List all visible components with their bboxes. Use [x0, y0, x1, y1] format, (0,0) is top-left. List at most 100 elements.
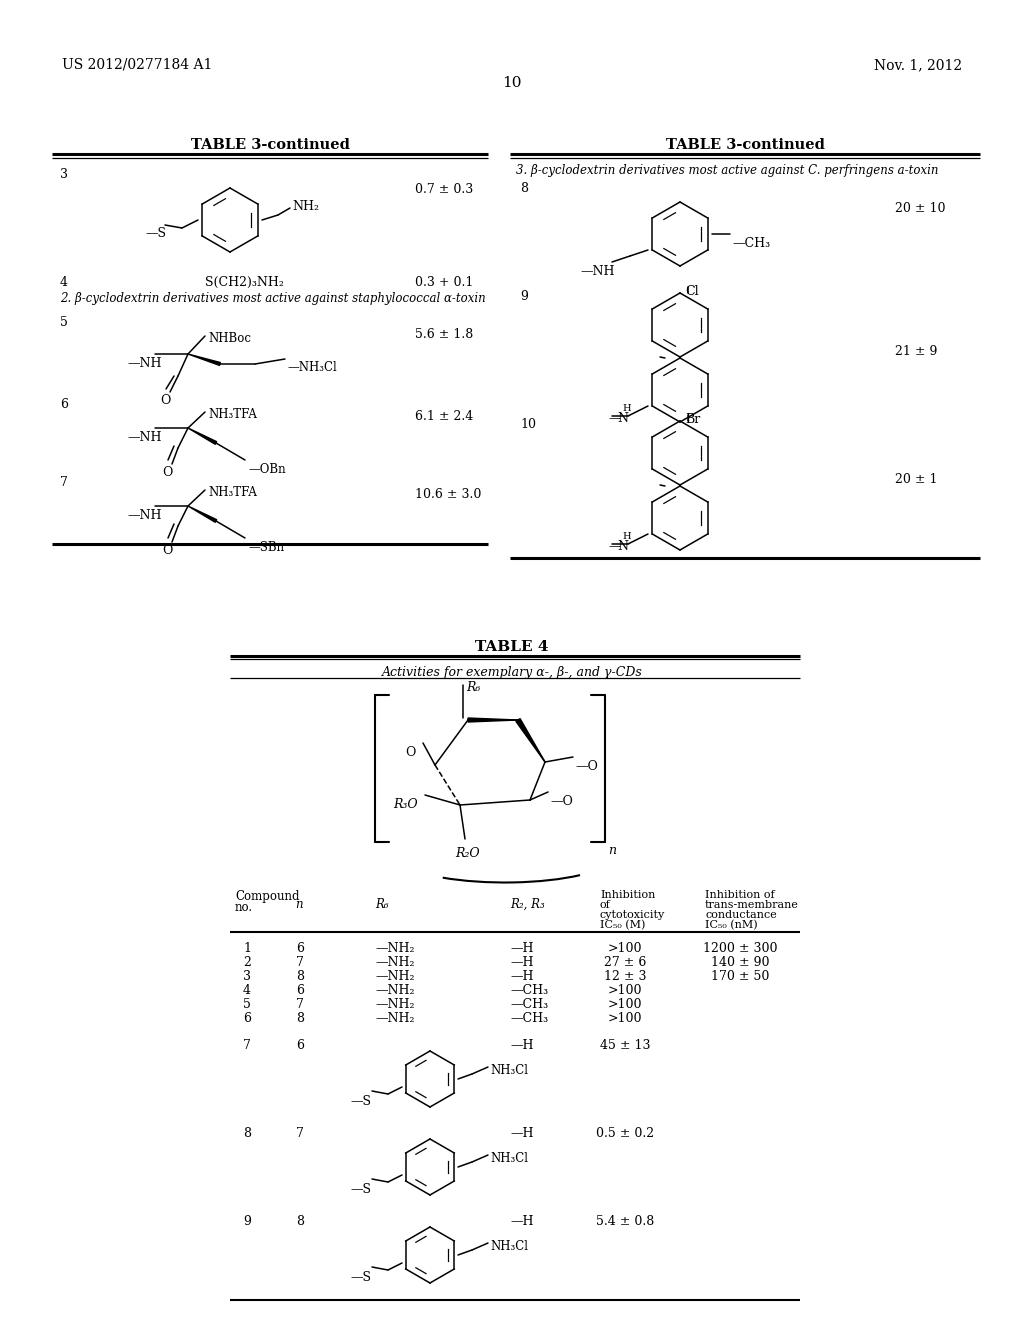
Text: —NH₂: —NH₂	[375, 983, 415, 997]
Text: NH₃Cl: NH₃Cl	[490, 1152, 528, 1166]
Text: no.: no.	[234, 902, 253, 913]
Text: O: O	[162, 466, 172, 479]
Text: Compound: Compound	[234, 890, 299, 903]
Polygon shape	[468, 718, 518, 722]
Text: 0.5 ± 0.2: 0.5 ± 0.2	[596, 1127, 654, 1140]
Text: n: n	[608, 843, 616, 857]
Text: 7: 7	[60, 477, 68, 488]
Text: 8: 8	[520, 182, 528, 195]
Polygon shape	[516, 718, 545, 762]
Text: —NH: —NH	[580, 265, 614, 279]
Text: 9: 9	[243, 1214, 251, 1228]
Text: TABLE 3-continued: TABLE 3-continued	[190, 139, 349, 152]
Text: 4: 4	[243, 983, 251, 997]
Text: US 2012/0277184 A1: US 2012/0277184 A1	[62, 58, 212, 73]
Text: —S: —S	[350, 1096, 371, 1107]
Text: Inhibition: Inhibition	[600, 890, 655, 900]
Text: —H: —H	[510, 1039, 534, 1052]
Text: 0.7 ± 0.3: 0.7 ± 0.3	[415, 183, 473, 195]
Text: >100: >100	[608, 942, 642, 954]
Text: 6: 6	[60, 399, 68, 411]
Text: 45 ± 13: 45 ± 13	[600, 1039, 650, 1052]
Text: O: O	[162, 544, 172, 557]
Text: 5: 5	[243, 998, 251, 1011]
Text: Br: Br	[685, 413, 700, 426]
Text: —NH₂: —NH₂	[375, 942, 415, 954]
Text: 3. β-cyclodextrin derivatives most active against C. perfringens a-toxin: 3. β-cyclodextrin derivatives most activ…	[516, 164, 939, 177]
Text: R₆: R₆	[466, 681, 480, 694]
Text: —: —	[608, 540, 621, 553]
Text: 8: 8	[243, 1127, 251, 1140]
Text: 0.3 + 0.1: 0.3 + 0.1	[415, 276, 473, 289]
Text: 5.4 ± 0.8: 5.4 ± 0.8	[596, 1214, 654, 1228]
Text: —NH: —NH	[127, 510, 162, 521]
Text: NH₃TFA: NH₃TFA	[208, 408, 257, 421]
Text: —S: —S	[145, 227, 166, 240]
Text: 27 ± 6: 27 ± 6	[604, 956, 646, 969]
Text: H: H	[622, 404, 631, 413]
Text: N: N	[617, 540, 628, 553]
Text: —NH₂: —NH₂	[375, 970, 415, 983]
Text: 10.6 ± 3.0: 10.6 ± 3.0	[415, 488, 481, 502]
Text: trans-membrane: trans-membrane	[705, 900, 799, 909]
Text: —S: —S	[350, 1271, 371, 1284]
Text: R₂, R₃: R₂, R₃	[510, 898, 545, 911]
Text: —NH: —NH	[127, 356, 162, 370]
Text: 4: 4	[60, 276, 68, 289]
Text: —H: —H	[510, 942, 534, 954]
Text: —S: —S	[350, 1183, 371, 1196]
Text: —H: —H	[510, 1127, 534, 1140]
Text: conductance: conductance	[705, 909, 777, 920]
Text: >100: >100	[608, 998, 642, 1011]
Text: O: O	[160, 393, 170, 407]
Text: >100: >100	[608, 983, 642, 997]
Text: cytotoxicity: cytotoxicity	[600, 909, 666, 920]
Text: —NH₂: —NH₂	[375, 956, 415, 969]
Text: —OBn: —OBn	[248, 463, 286, 477]
Text: 21 ± 9: 21 ± 9	[895, 345, 937, 358]
Text: —NH: —NH	[127, 432, 162, 444]
Text: 6.1 ± 2.4: 6.1 ± 2.4	[415, 411, 473, 422]
Text: 140 ± 90: 140 ± 90	[711, 956, 769, 969]
Text: —O: —O	[575, 760, 598, 774]
Text: —SBn: —SBn	[248, 541, 284, 554]
Text: Cl: Cl	[685, 285, 698, 298]
Text: 12 ± 3: 12 ± 3	[604, 970, 646, 983]
Text: NH₂: NH₂	[292, 201, 319, 213]
Text: —NH₂: —NH₂	[375, 1012, 415, 1026]
Text: —NH₂: —NH₂	[375, 998, 415, 1011]
Text: —CH₃: —CH₃	[510, 983, 548, 997]
Text: 170 ± 50: 170 ± 50	[711, 970, 769, 983]
Text: 2: 2	[243, 956, 251, 969]
Text: 3: 3	[243, 970, 251, 983]
Text: N: N	[617, 412, 628, 425]
Text: —CH₃: —CH₃	[732, 238, 770, 249]
Text: 7: 7	[296, 956, 304, 969]
Text: O: O	[406, 746, 416, 759]
Text: —H: —H	[510, 1214, 534, 1228]
Text: 7: 7	[296, 998, 304, 1011]
Text: 8: 8	[296, 970, 304, 983]
Text: NHBoc: NHBoc	[208, 333, 251, 345]
Text: —CH₃: —CH₃	[510, 998, 548, 1011]
Text: 5: 5	[60, 315, 68, 329]
Text: —: —	[608, 412, 621, 425]
Text: —NH₃Cl: —NH₃Cl	[287, 360, 337, 374]
Text: —H: —H	[510, 970, 534, 983]
Text: 8: 8	[296, 1012, 304, 1026]
Text: NH₃Cl: NH₃Cl	[490, 1239, 528, 1253]
Text: Inhibition of: Inhibition of	[705, 890, 774, 900]
Polygon shape	[188, 354, 220, 366]
Text: 1200 ± 300: 1200 ± 300	[702, 942, 777, 954]
Text: —O: —O	[550, 795, 572, 808]
Text: 5.6 ± 1.8: 5.6 ± 1.8	[415, 327, 473, 341]
Text: —H: —H	[510, 956, 534, 969]
Polygon shape	[188, 428, 217, 445]
Text: 9: 9	[520, 290, 528, 304]
Text: R₃O: R₃O	[393, 799, 418, 810]
Text: 7: 7	[243, 1039, 251, 1052]
Text: 20 ± 1: 20 ± 1	[895, 473, 938, 486]
Text: S(CH2)₃NH₂: S(CH2)₃NH₂	[205, 276, 284, 289]
Text: 8: 8	[296, 1214, 304, 1228]
Text: Activities for exemplary α-, β-, and γ-CDs: Activities for exemplary α-, β-, and γ-C…	[382, 667, 642, 678]
